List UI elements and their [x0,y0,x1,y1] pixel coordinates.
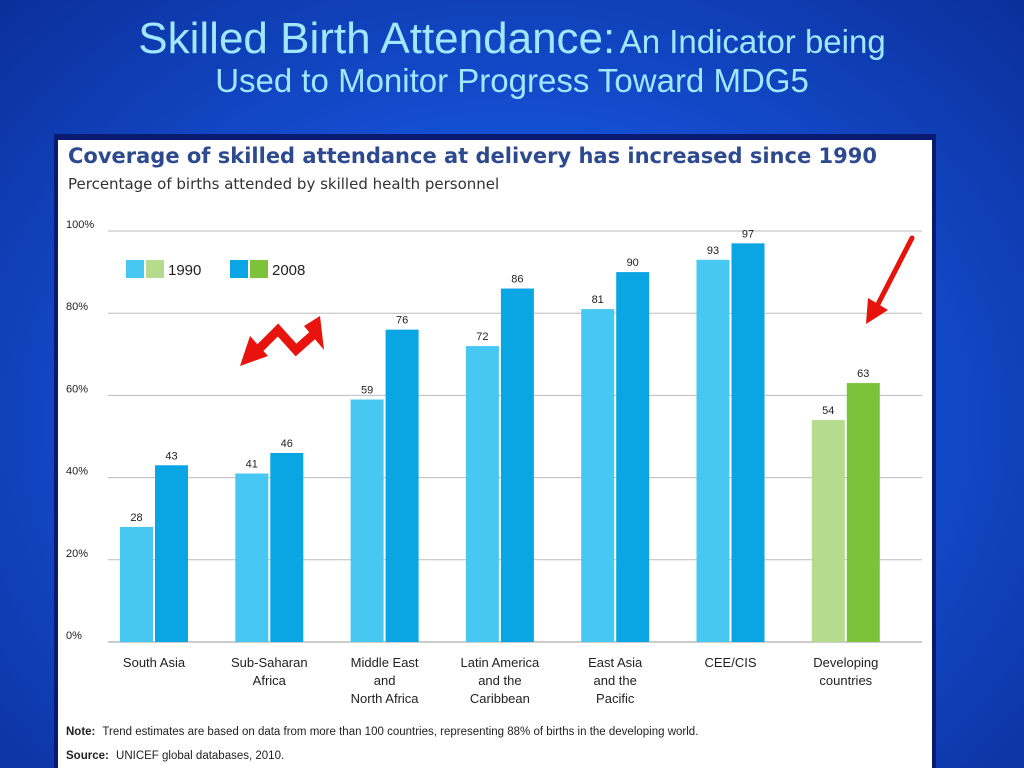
arrow-annotations [240,235,915,366]
category-label: CEE/CIS [704,655,756,670]
bar-value-label: 28 [130,512,142,524]
source-label: Source: [66,750,109,762]
bar-value-label: 41 [246,458,258,470]
arrow-icon [873,235,915,311]
bar-value-label: 90 [627,257,639,269]
category-label: East Asia [588,655,643,670]
category-label: Middle East [351,655,419,670]
bar-1990 [120,526,153,642]
bar-1990 [581,309,615,642]
category-label: Developing [813,655,878,670]
bar-value-label: 81 [592,294,604,306]
bar-1990 [465,346,499,642]
bar-value-label: 86 [511,274,523,286]
bar-2008 [500,288,534,642]
chart-legend: 1990 2008 [126,260,305,279]
y-tick-label: 80% [66,301,88,313]
slide-title-main: Skilled Birth Attendance: [138,14,616,63]
bar-2008 [270,452,304,642]
category-label: Sub-Saharan [231,655,308,670]
bar-value-label: 63 [857,368,869,380]
note-label: Note: [66,726,95,738]
category-label: and the [478,673,521,688]
slide-title-line2: Used to Monitor Progress Toward MDG5 [215,62,809,100]
legend-swatch-1990 [126,260,144,278]
chart-subtitle: Percentage of births attended by skilled… [68,175,499,193]
y-tick-label: 0% [66,630,82,642]
bar-2008 [616,272,650,642]
bar-1990 [696,259,730,642]
bar-1990 [350,399,384,642]
bar-value-label: 93 [707,245,719,257]
y-tick-label: 60% [66,383,88,395]
category-label: and [374,673,396,688]
bar-value-label: 43 [165,450,177,462]
slide-title: Skilled Birth Attendance: An Indicator b… [0,14,1024,100]
y-tick-label: 100% [66,219,94,231]
chart-panel-inner: Coverage of skilled attendance at delive… [58,140,932,768]
bar-2008 [385,329,419,642]
category-label: North Africa [351,691,420,706]
y-tick-label: 40% [66,466,88,478]
legend-label-2008: 2008 [272,262,305,279]
slide-title-sub: An Indicator being [619,23,886,60]
bar-1990 [235,473,269,642]
bar-2008 [731,243,765,642]
bar-value-label: 72 [476,331,488,343]
category-label: and the [594,673,637,688]
double-arrow-icon [250,323,317,358]
bar-value-label: 54 [822,405,834,417]
bar-chart: Coverage of skilled attendance at delive… [66,144,922,762]
category-label: Caribbean [470,691,530,706]
arrow-head-icon [866,298,888,324]
bar-2008 [846,383,880,642]
legend-label-1990: 1990 [168,262,201,279]
legend-swatch-2008 [230,260,248,278]
bar-value-label: 76 [396,315,408,327]
legend-swatch-1990-dev [146,260,164,278]
category-label: countries [819,673,872,688]
y-tick-label: 20% [66,548,88,560]
category-label: Pacific [596,691,635,706]
double-arrow-head-right-icon [304,316,324,350]
note-text: Trend estimates are based on data from m… [102,726,698,738]
category-label: Latin America [461,655,541,670]
chart-bars: 28 43 41 46 59 76 72 86 81 90 93 97 54 63 [120,228,880,642]
bar-value-label: 97 [742,228,754,240]
source-text: UNICEF global databases, 2010. [116,750,284,762]
chart-title: Coverage of skilled attendance at delive… [68,144,877,168]
chart-note: Note: Trend estimates are based on data … [66,726,698,738]
bar-value-label: 59 [361,385,373,397]
category-label: South Asia [123,655,186,670]
category-label: Africa [253,673,287,688]
chart-source: Source: UNICEF global databases, 2010. [66,750,284,762]
double-arrow-head-left-icon [240,336,268,366]
category-labels: South Asia Sub-Saharan Africa Middle East an… [123,655,878,706]
bar-1990 [811,420,845,642]
bar-2008 [155,465,188,642]
chart-panel: Coverage of skilled attendance at delive… [54,134,936,768]
legend-swatch-2008-dev [250,260,268,278]
bar-value-label: 46 [281,438,293,450]
